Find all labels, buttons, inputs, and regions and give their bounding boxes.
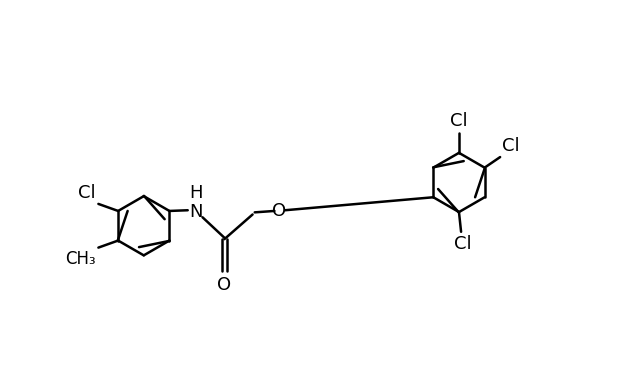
Text: O: O xyxy=(218,276,232,294)
Text: O: O xyxy=(272,202,287,220)
Text: Cl: Cl xyxy=(454,235,471,253)
Text: H: H xyxy=(189,185,203,202)
Text: Cl: Cl xyxy=(502,137,520,155)
Text: Cl: Cl xyxy=(78,184,95,202)
Text: N: N xyxy=(189,204,203,221)
Text: CH₃: CH₃ xyxy=(65,250,95,268)
Text: Cl: Cl xyxy=(450,112,468,130)
